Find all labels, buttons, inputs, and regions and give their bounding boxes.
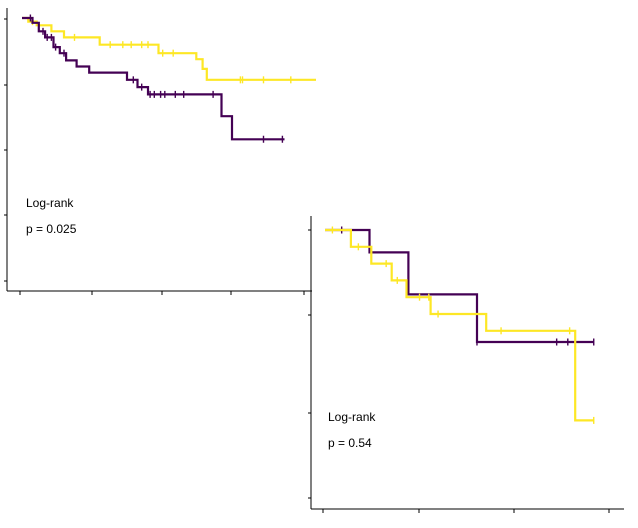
panel-2-series-1-line	[325, 228, 594, 422]
km-panel-2: Log-rank p = 0.54	[308, 216, 624, 513]
panel-1-annotation-test: Log-rank	[26, 196, 74, 210]
km-panel-1: Log-rank p = 0.025	[4, 8, 316, 295]
panel-1-ticks	[4, 18, 305, 295]
panel-2-series-0-line	[325, 228, 594, 344]
panel-1-series-1-line	[22, 16, 285, 141]
panel-2-ticks	[308, 229, 610, 513]
panel-1-annotation-pvalue: p = 0.025	[26, 222, 77, 236]
panel-2-curves	[325, 226, 595, 424]
panel-1-series-0-line	[22, 16, 316, 81]
panel-1-curves	[22, 14, 316, 143]
panel-2-annotation-test: Log-rank	[328, 410, 376, 424]
panel-2-annotation-pvalue: p = 0.54	[328, 436, 372, 450]
